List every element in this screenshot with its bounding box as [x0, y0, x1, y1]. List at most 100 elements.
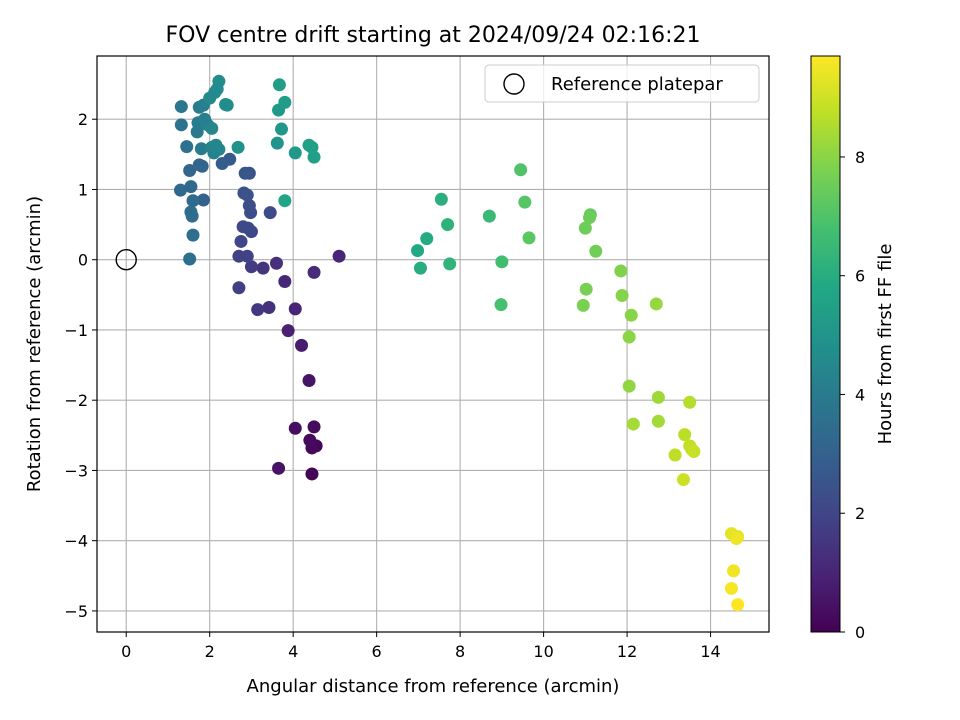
y-tick-label: −3	[64, 461, 88, 480]
data-point	[413, 261, 427, 275]
data-point	[234, 234, 248, 248]
data-point	[183, 163, 197, 177]
legend: Reference platepar	[484, 64, 760, 103]
data-point	[729, 532, 743, 546]
data-point	[272, 461, 286, 475]
data-point	[443, 257, 457, 271]
x-tick-label: 2	[205, 642, 215, 661]
data-point	[307, 420, 321, 434]
data-point	[278, 95, 292, 109]
colorbar-label: Hours from first FF file	[875, 244, 896, 445]
colorbar-tick-label: 8	[855, 148, 865, 167]
data-point	[173, 183, 187, 197]
data-point	[576, 298, 590, 312]
data-point	[205, 121, 219, 135]
data-point	[195, 159, 209, 173]
x-tick-label: 14	[700, 642, 720, 661]
data-point	[687, 444, 701, 458]
data-point	[578, 221, 592, 235]
data-point	[278, 194, 292, 208]
data-point	[302, 374, 316, 388]
x-tick-label: 8	[455, 642, 465, 661]
data-point	[622, 379, 636, 393]
colorbar: 0 2 4 6 8 Hours from first FF file	[810, 55, 896, 642]
data-point	[288, 421, 302, 435]
colorbar-tick-label: 2	[855, 504, 865, 523]
data-point	[441, 218, 455, 232]
data-point	[288, 146, 302, 160]
data-point	[411, 244, 425, 258]
data-point	[494, 298, 508, 312]
y-tick-label: 2	[78, 110, 88, 129]
data-point	[651, 414, 665, 428]
data-point	[522, 231, 536, 245]
data-point	[305, 467, 319, 481]
data-point	[518, 195, 532, 209]
data-point	[240, 249, 254, 263]
y-tick-label: −2	[64, 391, 88, 410]
x-tick-label: 10	[533, 642, 553, 661]
data-point	[262, 300, 276, 314]
data-point	[263, 206, 277, 220]
data-point	[194, 142, 208, 156]
data-point	[278, 274, 292, 288]
data-point	[185, 209, 199, 223]
data-point	[583, 211, 597, 225]
x-tick-label: 12	[617, 642, 637, 661]
y-axis-label: Rotation from reference (arcmin)	[24, 196, 45, 492]
data-point	[332, 249, 346, 263]
data-point	[624, 308, 638, 322]
data-point	[174, 100, 188, 114]
reference-marker	[115, 249, 137, 271]
data-point	[724, 581, 738, 595]
data-point	[303, 433, 317, 447]
data-point	[731, 598, 745, 612]
data-point	[209, 138, 223, 152]
data-point	[307, 150, 321, 164]
chart-title: FOV centre drift starting at 2024/09/24 …	[166, 23, 701, 48]
x-tick-label: 4	[288, 642, 298, 661]
data-point	[242, 199, 256, 213]
data-point	[251, 303, 265, 317]
grid	[97, 56, 769, 632]
data-point	[589, 244, 603, 258]
data-point	[305, 140, 319, 154]
data-point	[196, 193, 210, 207]
data-point	[270, 136, 284, 150]
data-point	[651, 390, 665, 404]
data-point	[244, 260, 258, 274]
data-point	[678, 428, 692, 442]
data-point	[622, 330, 636, 344]
x-tick-label: 6	[372, 642, 382, 661]
data-point	[514, 163, 528, 177]
data-point	[727, 564, 741, 578]
x-tick-label: 0	[121, 642, 131, 661]
data-point	[256, 261, 270, 275]
data-point	[281, 324, 295, 338]
data-point	[683, 395, 697, 409]
data-point	[240, 188, 254, 202]
data-point	[579, 282, 593, 296]
data-point	[238, 166, 252, 180]
y-ticks: −5 −4 −3 −2 −1 0 1 2	[64, 110, 97, 621]
data-point	[219, 97, 233, 111]
data-point	[676, 473, 690, 487]
data-point	[212, 74, 226, 88]
colorbar-ticks: 0 2 4 6 8	[840, 148, 865, 642]
y-tick-label: −4	[64, 532, 88, 551]
colorbar-gradient	[810, 55, 841, 633]
y-tick-label: −5	[64, 602, 88, 621]
data-point	[232, 281, 246, 295]
data-point	[180, 140, 194, 154]
data-point	[615, 289, 629, 303]
legend-box	[484, 64, 760, 103]
data-point	[420, 232, 434, 246]
data-point	[269, 256, 283, 270]
data-point	[183, 252, 197, 266]
colorbar-tick-label: 4	[855, 385, 865, 404]
data-point	[231, 140, 245, 154]
colorbar-tick-label: 6	[855, 267, 865, 286]
data-point	[184, 180, 198, 194]
data-point	[482, 209, 496, 223]
